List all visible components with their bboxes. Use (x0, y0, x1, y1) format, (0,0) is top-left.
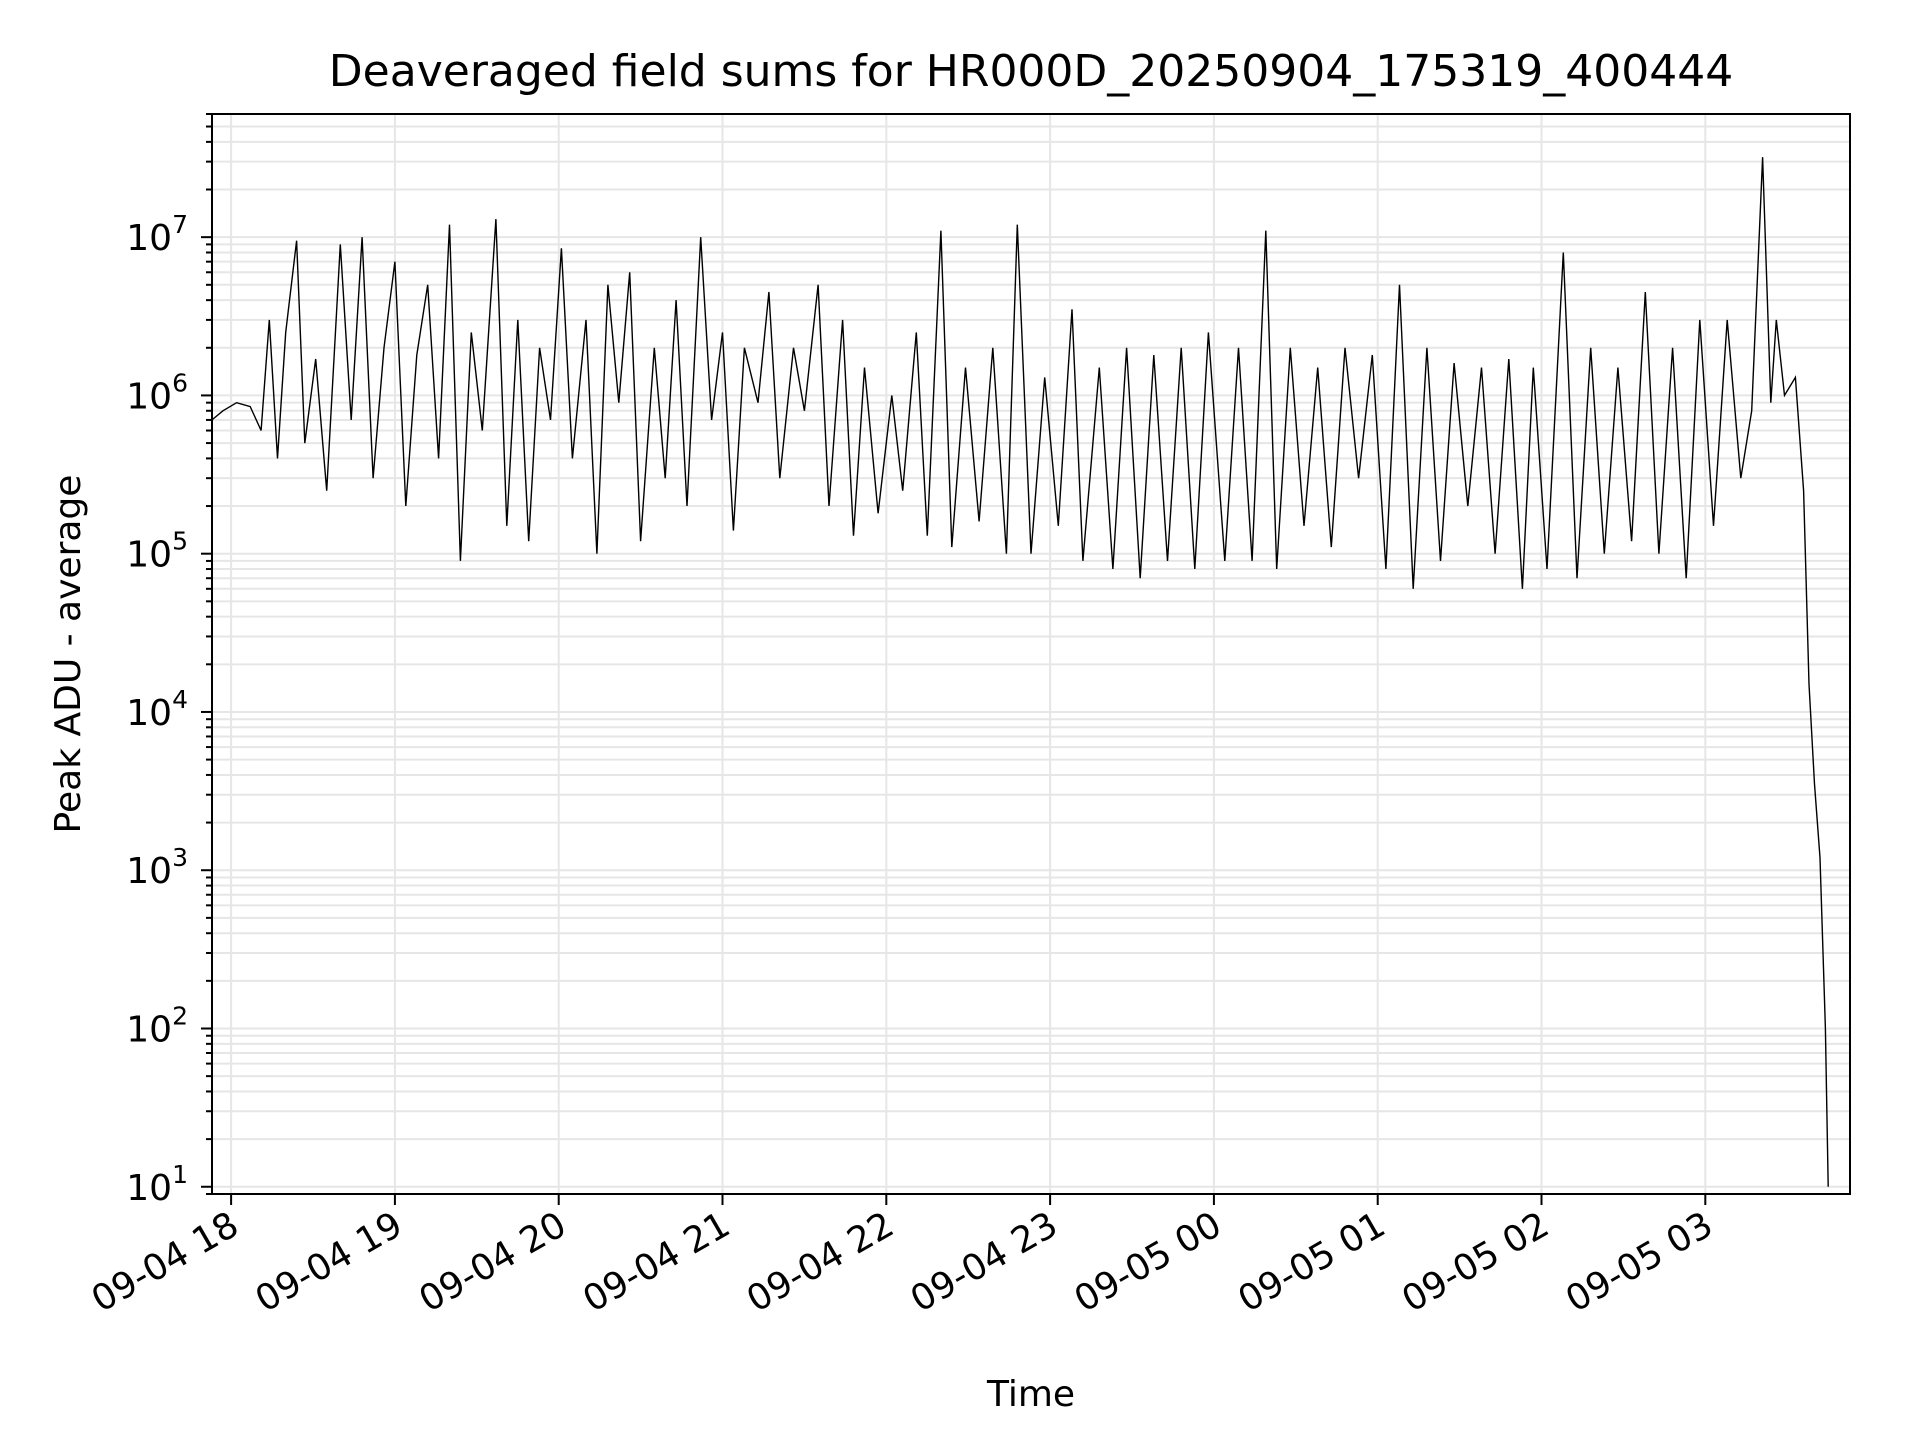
y-tick-label: 107 (126, 210, 188, 259)
series-line-0 (212, 157, 1829, 1187)
y-tick-label: 102 (126, 1001, 188, 1050)
y-tick-label: 104 (126, 685, 188, 734)
y-tick-label: 101 (126, 1160, 188, 1209)
x-axis-label: Time (986, 1374, 1075, 1415)
plot-frame (211, 113, 1851, 1195)
series-layer (212, 157, 1829, 1187)
y-axis-label: Peak ADU - average (48, 475, 89, 834)
grid (212, 113, 1850, 1195)
chart-title: Deaveraged field sums for HR000D_2025090… (329, 46, 1733, 97)
y-tick-label: 106 (126, 368, 188, 417)
y-tick-label: 103 (126, 843, 188, 892)
y-tick-label: 105 (126, 527, 188, 576)
